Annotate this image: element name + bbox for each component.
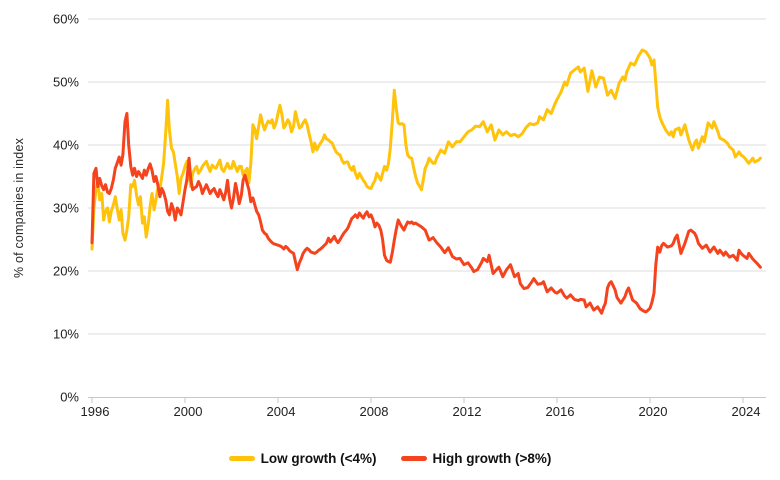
line-chart-plot-area: 0% 10% 20% 30% 40% 50% 60% 1996 2000 2004 2008 2012… bbox=[53, 12, 766, 419]
svg-text:1996: 1996 bbox=[81, 404, 110, 419]
svg-text:20%: 20% bbox=[53, 264, 79, 279]
svg-text:50%: 50% bbox=[53, 75, 79, 90]
legend-label-high-growth: High growth (>8%) bbox=[432, 450, 552, 466]
svg-text:2020: 2020 bbox=[639, 404, 668, 419]
svg-text:10%: 10% bbox=[53, 327, 79, 342]
legend-label-low-growth: Low growth (<4%) bbox=[260, 450, 377, 466]
legend: Low growth (<4%) High growth (>8%) bbox=[0, 446, 780, 470]
svg-text:0%: 0% bbox=[60, 390, 79, 405]
svg-text:40%: 40% bbox=[53, 138, 79, 153]
svg-text:2012: 2012 bbox=[453, 404, 482, 419]
svg-text:30%: 30% bbox=[53, 201, 79, 216]
svg-text:2004: 2004 bbox=[267, 404, 296, 419]
svg-text:2000: 2000 bbox=[174, 404, 203, 419]
high-growth-line-swatch bbox=[400, 455, 427, 461]
y-axis-title: % of companies in index bbox=[12, 137, 26, 279]
svg-text:2008: 2008 bbox=[360, 404, 389, 419]
svg-text:60%: 60% bbox=[53, 12, 79, 27]
svg-text:2016: 2016 bbox=[546, 404, 575, 419]
low-growth-line-swatch bbox=[228, 455, 255, 461]
svg-text:2024: 2024 bbox=[732, 404, 761, 419]
legend-item-low-growth: Low growth (<4%) bbox=[228, 450, 377, 466]
legend-item-high-growth: High growth (>8%) bbox=[400, 450, 552, 466]
